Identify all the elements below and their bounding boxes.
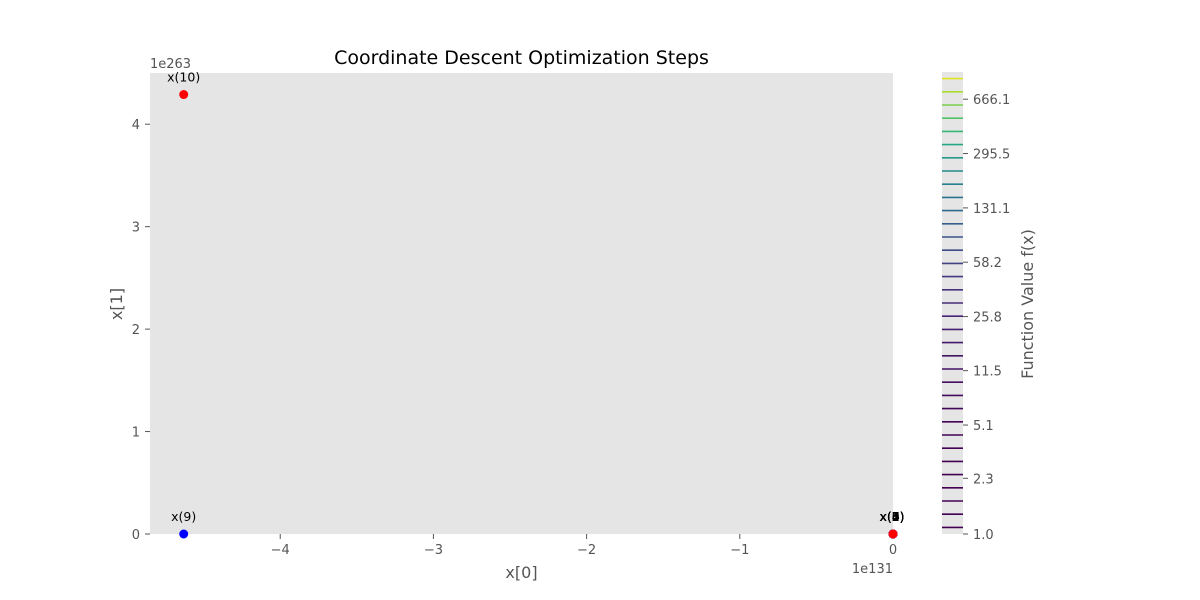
data-point — [888, 529, 898, 539]
colorbar-tick-label: 295.5 — [973, 148, 1010, 163]
y-offset-text: 1e263 — [150, 57, 191, 72]
data-point-label: x(1) — [879, 509, 904, 524]
data-point-label: x(2) — [879, 509, 904, 524]
x-tick-label: −2 — [577, 543, 596, 558]
y-tick-label: 3 — [132, 221, 140, 236]
colorbar-tick-label: 25.8 — [973, 311, 1002, 326]
data-point-label: x(7) — [879, 509, 904, 524]
x-tick-label: −4 — [271, 543, 290, 558]
data-point — [179, 529, 189, 539]
data-point-label: x(3) — [879, 509, 904, 524]
main-axes: −4 −3 −2 −1 0 0 1 2 3 4 x(10) x(9) x(0)x(1)x(2)x(3… — [107, 47, 905, 582]
colorbar-contour-lines — [942, 77, 963, 529]
chart-title: Coordinate Descent Optimization Steps — [334, 47, 709, 69]
colorbar-tick-label: 11.5 — [973, 365, 1002, 380]
x-axis-label: x[0] — [505, 563, 537, 582]
y-tick-label: 0 — [132, 528, 140, 543]
y-axis-label: x[1] — [107, 288, 126, 320]
x-axis-ticks: −4 −3 −2 −1 0 — [271, 534, 897, 558]
data-point-label: x(6) — [879, 509, 904, 524]
data-point-label: x(4) — [879, 509, 904, 524]
colorbar-tick-label: 1.0 — [973, 528, 994, 543]
colorbar: 1.0 2.3 5.1 11.5 25.8 58.2 131.1 295.5 666.1 Fun… — [942, 72, 1037, 543]
y-tick-label: 1 — [132, 426, 140, 441]
colorbar-tick-label: 58.2 — [973, 256, 1002, 271]
x-tick-label: −1 — [730, 543, 749, 558]
colorbar-tick-label: 2.3 — [973, 472, 994, 487]
data-point — [179, 90, 189, 100]
scatter-points: x(10) x(9) x(0)x(1)x(2)x(3)x(4)x(5)x(6)x(7… — [167, 70, 905, 539]
colorbar-label: Function Value f(x) — [1018, 229, 1037, 379]
x-offset-text: 1e131 — [852, 562, 893, 577]
y-tick-label: 2 — [132, 323, 140, 338]
colorbar-tick-label: 666.1 — [973, 93, 1010, 108]
data-point-label: x(10) — [167, 70, 200, 85]
data-point-label: x(8) — [879, 509, 904, 524]
y-axis-ticks: 0 1 2 3 4 — [132, 118, 150, 543]
colorbar-ticks: 1.0 2.3 5.1 11.5 25.8 58.2 131.1 295.5 666.1 — [963, 93, 1010, 543]
y-tick-label: 4 — [132, 118, 140, 133]
x-tick-label: −3 — [424, 543, 443, 558]
data-point-label: x(0) — [879, 509, 904, 524]
plot-background — [150, 73, 893, 534]
colorbar-tick-label: 5.1 — [973, 419, 994, 434]
colorbar-tick-label: 131.1 — [973, 202, 1010, 217]
x-tick-label: 0 — [889, 543, 897, 558]
data-point-label: x(5) — [879, 509, 904, 524]
data-point-label: x(9) — [171, 509, 196, 524]
